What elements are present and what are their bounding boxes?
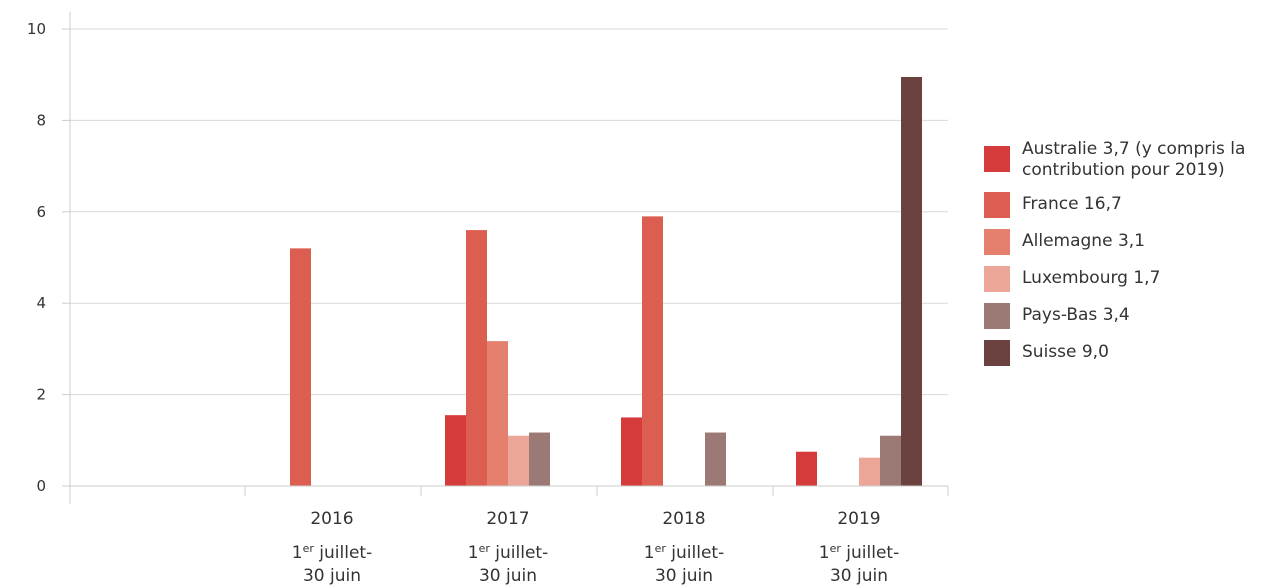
gridlines <box>70 28 948 487</box>
legend-label: Suisse 9,0 <box>1022 342 1109 362</box>
legend-label: France 16,7 <box>1022 194 1122 214</box>
x-tick-label-period-start: 1er juillet- <box>292 542 372 564</box>
y-axis: 0 2 4 6 8 10 <box>27 12 71 504</box>
bar <box>445 415 466 486</box>
legend-swatch <box>984 192 1010 218</box>
legend-label: Pays-Bas 3,4 <box>1022 305 1130 325</box>
legend-swatch <box>984 340 1010 366</box>
legend-item: Australie 3,7 (y compris la contribution … <box>984 136 1271 181</box>
x-tick-label-period-end: 30 juin <box>655 566 713 586</box>
y-tick-label: 10 <box>27 20 46 38</box>
legend-item: Suisse 9,0 <box>984 340 1271 366</box>
legend-swatch <box>984 266 1010 292</box>
bar <box>621 417 642 486</box>
legend-swatch <box>984 146 1010 172</box>
legend-item: France 16,7 <box>984 192 1271 218</box>
x-tick-label-period-start: 1er juillet- <box>468 542 548 564</box>
x-tick-label-period-end: 30 juin <box>479 566 537 586</box>
bar <box>508 435 529 486</box>
y-tick-label: 6 <box>36 203 46 221</box>
legend: Australie 3,7 (y compris la contribution … <box>984 136 1271 377</box>
bar <box>880 435 901 486</box>
x-tick-label-year: 2016 <box>310 509 353 529</box>
x-tick-label-year: 2017 <box>486 509 529 529</box>
bars <box>290 76 922 487</box>
x-tick-label-year: 2019 <box>837 509 880 529</box>
bar <box>859 457 880 486</box>
legend-item: Allemagne 3,1 <box>984 229 1271 255</box>
x-tick-label-period-start: 1er juillet- <box>819 542 899 564</box>
legend-label: Allemagne 3,1 <box>1022 231 1145 251</box>
bar <box>290 248 311 486</box>
legend-swatch <box>984 303 1010 329</box>
legend-item: Luxembourg 1,7 <box>984 266 1271 292</box>
bar <box>796 451 817 486</box>
y-tick-label: 2 <box>36 386 46 404</box>
x-tick-label-period-end: 30 juin <box>830 566 888 586</box>
bar <box>529 432 550 486</box>
legend-swatch <box>984 229 1010 255</box>
bar <box>705 432 726 486</box>
bar <box>487 341 508 486</box>
bar <box>642 216 663 486</box>
x-tick-label-period-end: 30 juin <box>303 566 361 586</box>
x-tick-label-period-start: 1er juillet- <box>644 542 724 564</box>
y-tick-label: 4 <box>36 294 46 312</box>
y-tick-label: 0 <box>36 477 46 495</box>
bar <box>466 230 487 486</box>
legend-label: Australie 3,7 (y compris la contribution … <box>1022 139 1246 180</box>
legend-label: Luxembourg 1,7 <box>1022 268 1161 288</box>
legend-item: Pays-Bas 3,4 <box>984 303 1271 329</box>
bar <box>901 76 922 487</box>
y-tick-label: 8 <box>36 111 46 129</box>
x-tick-label-year: 2018 <box>662 509 705 529</box>
